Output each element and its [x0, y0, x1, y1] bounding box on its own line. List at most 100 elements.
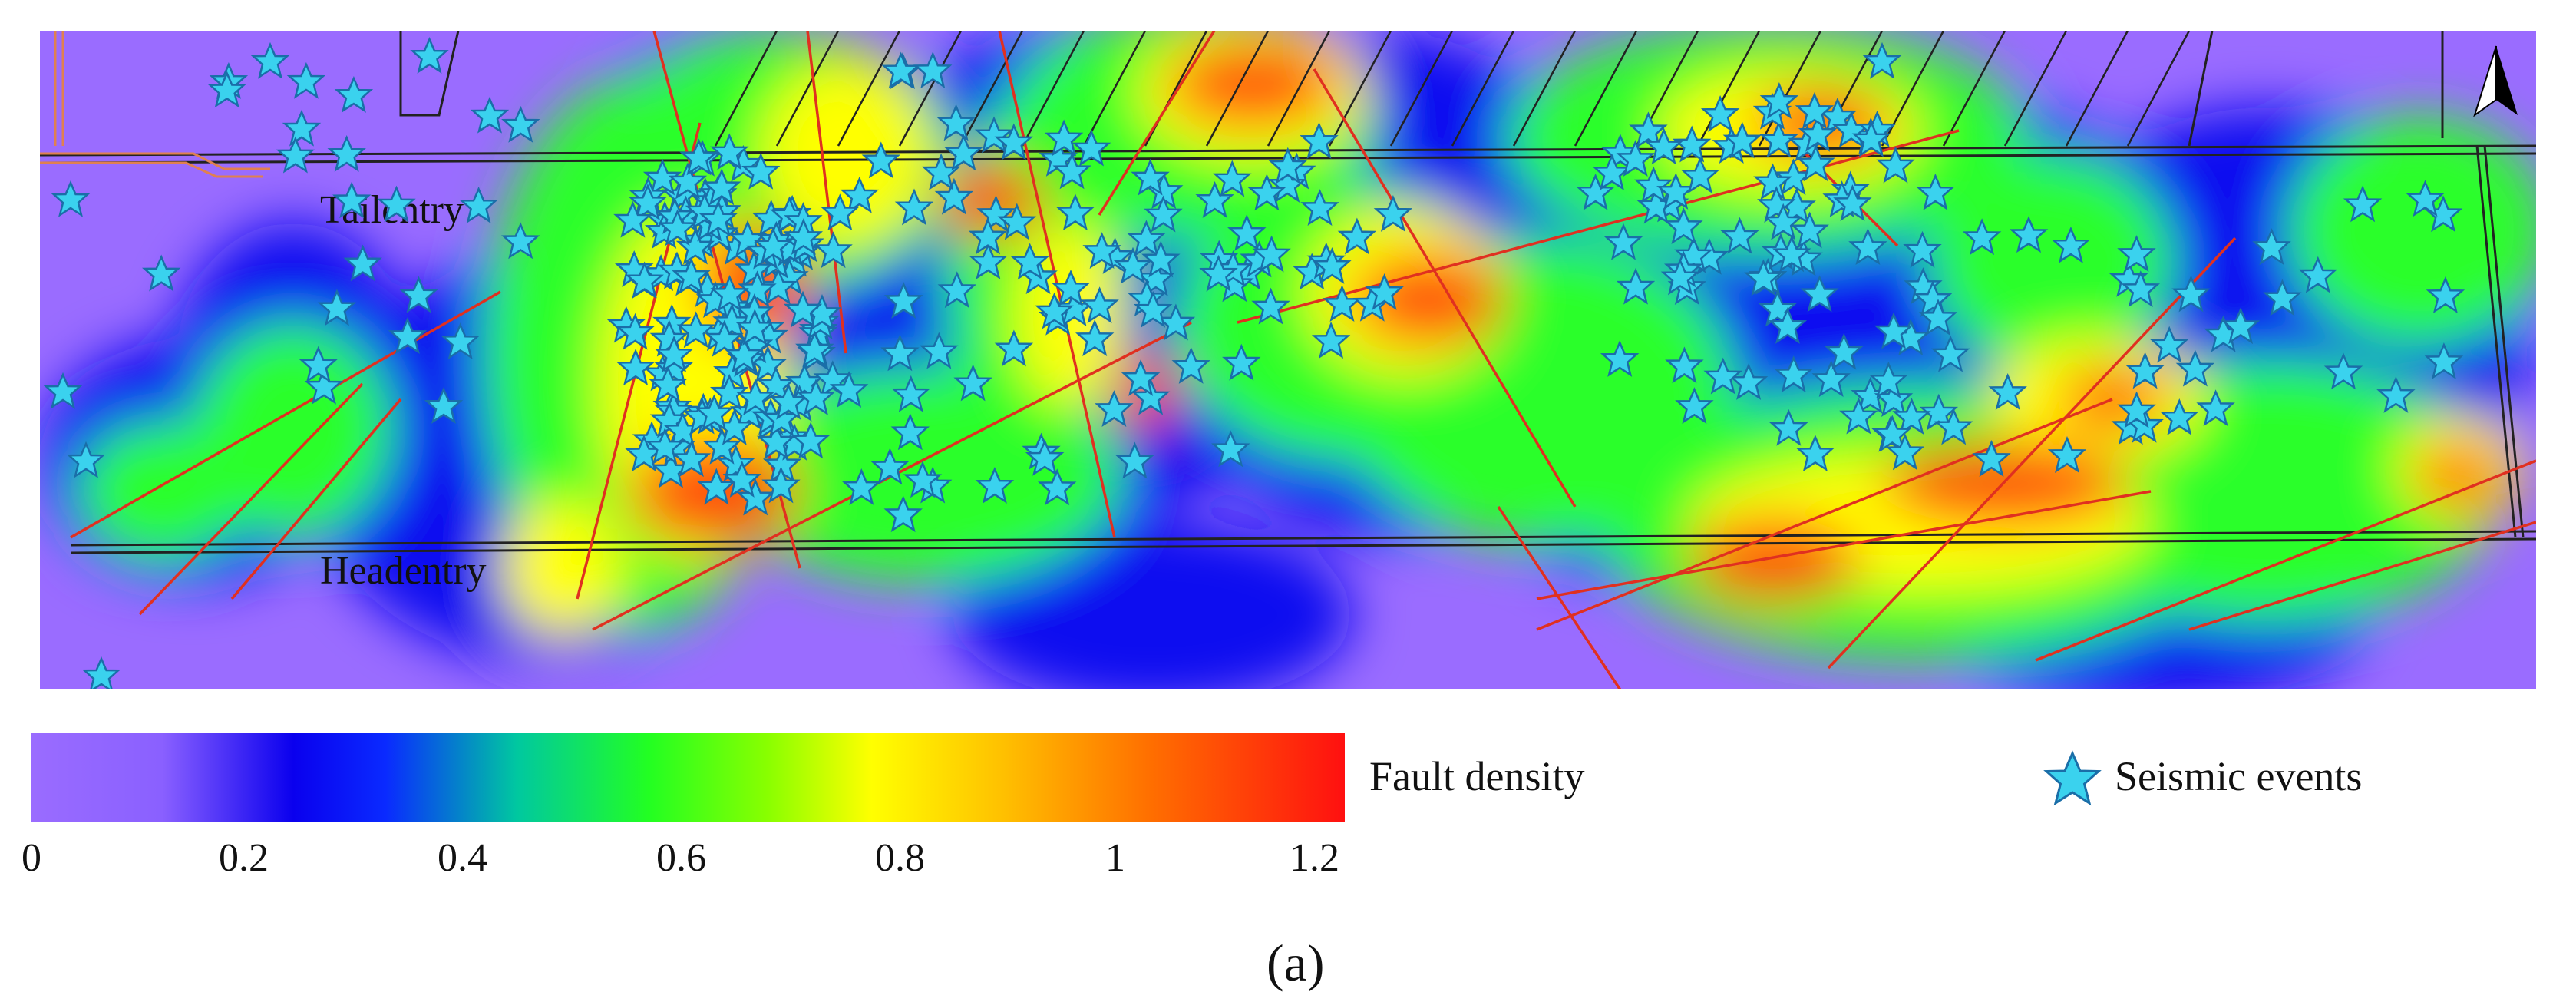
- seismic-event-star: [1251, 287, 1290, 325]
- seismic-event-star: [1664, 207, 1703, 245]
- seismic-event-star: [934, 177, 974, 215]
- seismic-event-star: [842, 468, 881, 505]
- seismic-event-star: [697, 468, 736, 505]
- seismic-event-star: [1144, 195, 1183, 233]
- seismic-event-star: [648, 365, 688, 403]
- fault-density-map: Tailentry Headentry: [40, 31, 2536, 689]
- seismic-event-star: [1918, 299, 1958, 336]
- seismic-event-star: [668, 162, 708, 200]
- seismic-event-star: [276, 136, 315, 174]
- seismic-event-star: [2343, 185, 2383, 223]
- seismic-event-star: [2171, 275, 2211, 313]
- seismic-event-star: [709, 373, 749, 411]
- seismic-event-star: [1300, 189, 1339, 227]
- seismic-event-star: [1252, 235, 1291, 273]
- seismic-event-star: [1795, 435, 1835, 472]
- seismic-event-star: [702, 427, 741, 465]
- seismic-event-star: [1825, 332, 1864, 370]
- seismic-event-star: [672, 440, 712, 478]
- seismic-event-star: [501, 105, 540, 143]
- seismic-event-star: [1675, 387, 1714, 425]
- seismic-event-star: [1703, 357, 1742, 395]
- seismic-event-star: [1141, 240, 1181, 278]
- seismic-event-star: [1195, 180, 1234, 218]
- seismic-event-star: [1051, 270, 1091, 307]
- seismic-event-star: [894, 188, 934, 226]
- star-icon: [2043, 750, 2102, 806]
- seismic-event-star: [317, 289, 357, 326]
- goaf-hatching: [714, 31, 2191, 147]
- seismic-event-star: [705, 319, 744, 357]
- seismic-event-star: [738, 270, 777, 308]
- seismic-event-star: [722, 460, 762, 498]
- seismic-event-star: [1121, 359, 1161, 396]
- seismic-event-star: [1080, 286, 1119, 324]
- seismic-event-star: [695, 394, 734, 432]
- seismic-event-star: [332, 181, 372, 219]
- seismic-event-star: [880, 334, 920, 372]
- colorbar-tick: 0: [21, 836, 41, 880]
- seismic-event-star: [1300, 121, 1339, 159]
- headentry-label: Headentry: [320, 549, 487, 593]
- north-arrow-icon: [2473, 45, 2518, 117]
- seismic-event-star: [2196, 389, 2235, 427]
- seismic-event-star: [1131, 378, 1171, 415]
- seismic-event-star: [1037, 468, 1077, 506]
- seismic-event-star: [920, 332, 959, 369]
- seismic-event-star: [1592, 154, 1632, 191]
- seismic-event-star: [2263, 279, 2302, 316]
- seismic-event-star: [1988, 373, 2027, 410]
- seismic-event-star: [81, 656, 121, 689]
- seismic-event-star: [1337, 217, 1377, 255]
- seismic-event-star: [613, 200, 652, 238]
- seismic-event-star: [2121, 270, 2161, 308]
- seismic-event-star: [1656, 172, 1696, 210]
- seismic-event-star: [1052, 152, 1091, 190]
- seismic-event-star: [1962, 218, 2002, 256]
- seismic-event-star: [377, 185, 416, 223]
- seismic-event-star: [625, 261, 664, 299]
- seismic-event-star: [768, 382, 808, 420]
- seismic-event-star: [459, 187, 498, 223]
- seismic-event-star: [784, 218, 824, 256]
- seismic-event-star: [735, 379, 775, 416]
- seismic-event-star: [1035, 292, 1074, 329]
- seismic-event-star: [399, 276, 438, 313]
- seismic-event-star: [795, 330, 834, 368]
- seismic-event-star: [1156, 303, 1196, 341]
- seismic-event-star: [710, 275, 749, 312]
- seismic-event-star: [2252, 228, 2291, 266]
- seismic-event-star: [410, 36, 449, 74]
- seismic-event-star: [1616, 267, 1656, 305]
- seismic-event-star: [1700, 94, 1740, 132]
- seismic-event-star: [1916, 173, 1955, 210]
- seismic-event-star: [1082, 232, 1121, 270]
- seismic-event-star: [2051, 226, 2091, 263]
- seismic-event-star: [1313, 246, 1352, 284]
- seismic-event-star: [1744, 259, 1783, 296]
- seismic-event-star: [1759, 121, 1798, 158]
- seismic-event-star: [1055, 193, 1095, 231]
- seismic-event-star: [1790, 211, 1829, 249]
- seismic-event-star: [679, 138, 718, 176]
- seismic-event-star: [299, 346, 339, 383]
- seismic-event-star: [2298, 256, 2338, 293]
- seismic-event-star: [207, 71, 246, 108]
- seismic-event-star: [1772, 235, 1811, 273]
- seismic-event-star: [286, 61, 326, 99]
- seismic-event-star: [829, 371, 869, 408]
- seismic-event-star: [1930, 335, 1970, 372]
- seismic-event-star: [343, 244, 382, 282]
- seismic-event-star: [1131, 158, 1170, 196]
- seismic-event-star: [1115, 441, 1154, 479]
- seismic-event-star: [1672, 125, 1712, 163]
- seismic-event-star: [1722, 121, 1762, 159]
- seismic-event-star: [334, 75, 374, 113]
- seismic-event-star: [1576, 173, 1615, 210]
- seismic-event-star: [470, 96, 510, 134]
- seismic-event-star: [672, 256, 711, 294]
- seismic-event-star: [1633, 166, 1673, 203]
- seismic-event-star: [2009, 216, 2049, 253]
- seismic-event-star: [890, 413, 930, 451]
- seismic-event-star: [1199, 254, 1238, 292]
